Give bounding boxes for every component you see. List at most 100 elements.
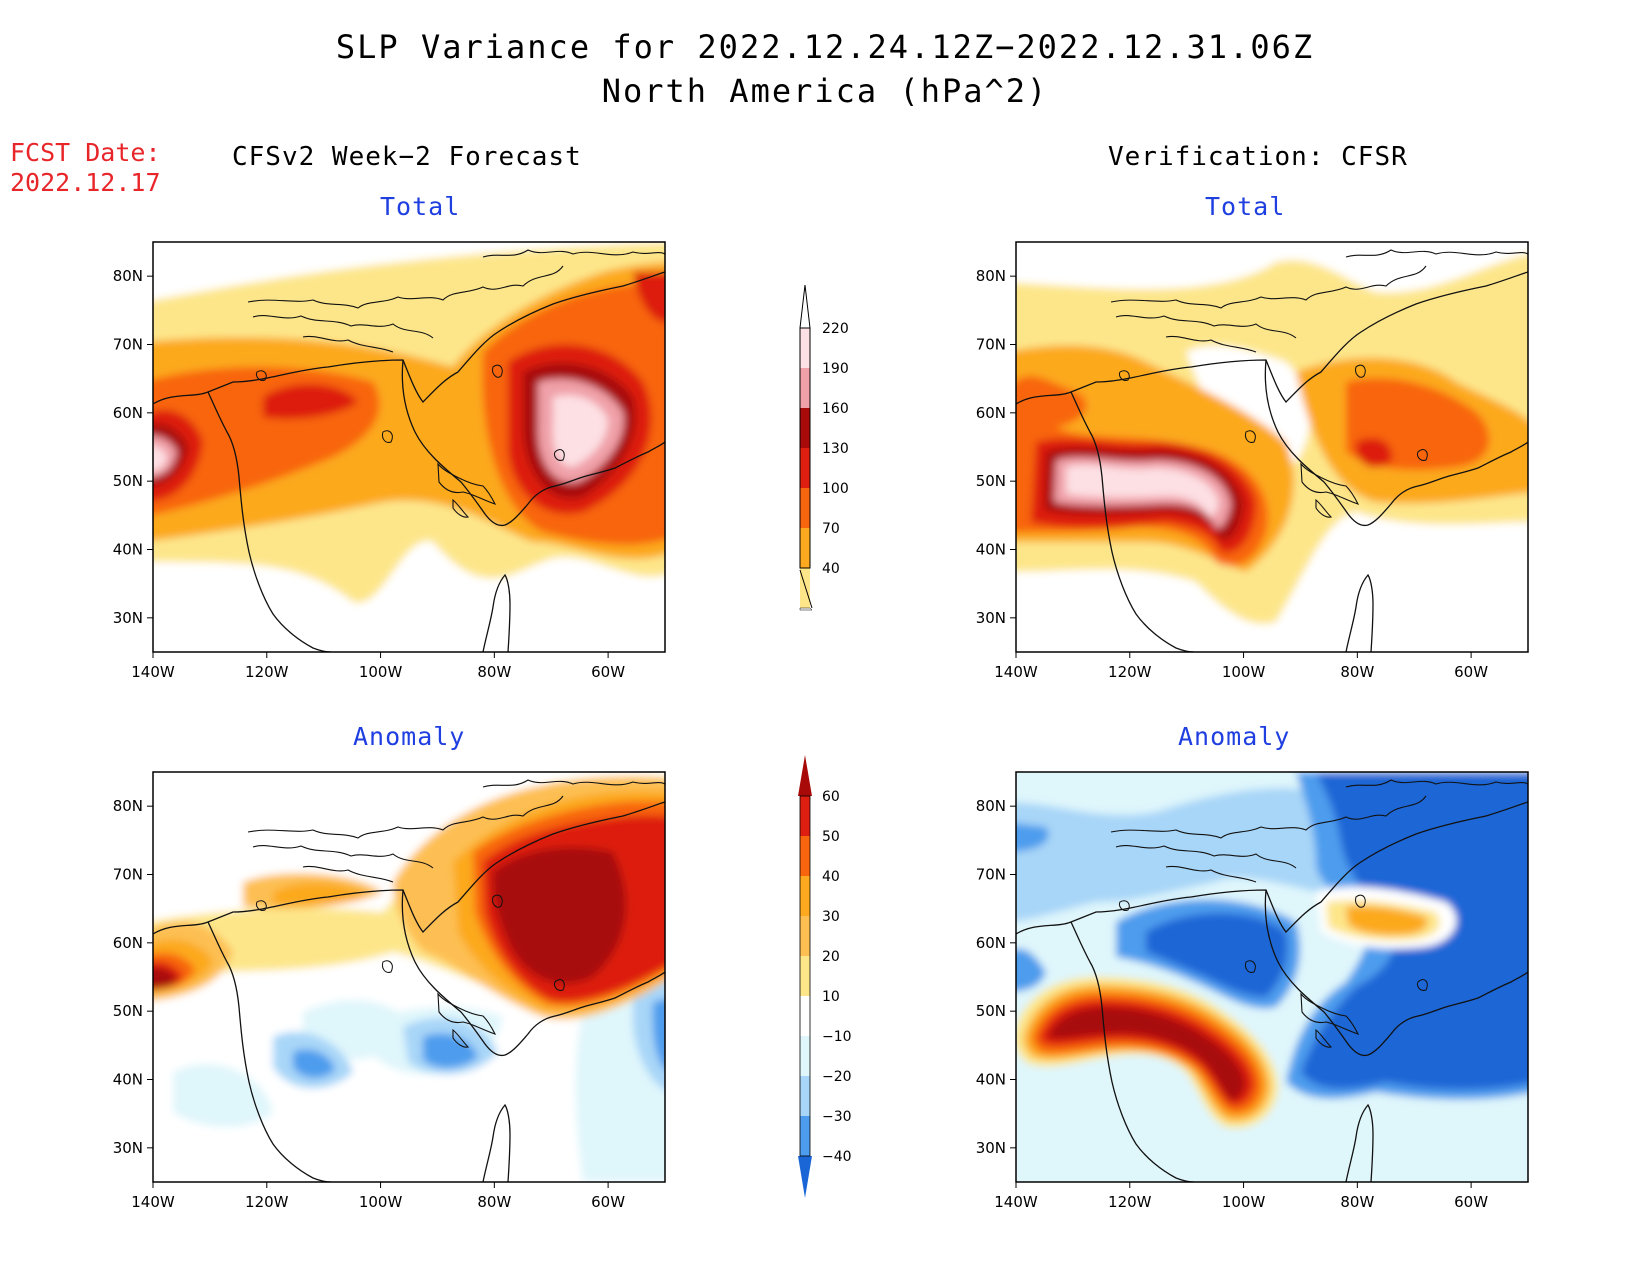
fcst-block: FCST Date: 2022.12.17 [10,138,161,198]
lon-label-top-right: 80W [1340,663,1374,681]
colorbar-total-label-100: 100 [822,481,849,497]
lat-label-bottom-left: 60N [113,934,143,952]
lat-label-top-left: 50N [113,472,143,490]
lon-label-top-left: 100W [359,663,403,681]
lat-label-bottom-left: 70N [113,866,143,884]
lat-label-bottom-left: 80N [113,797,143,815]
map-panel-verification-total [1016,242,1528,652]
fcst-label: FCST Date: [10,138,161,167]
main-title: SLP Variance for 2022.12.24.12Z−2022.12.… [335,28,1315,66]
lat-label-top-right: 30N [976,609,1006,627]
panel-title-bottom-left: Anomaly [353,722,466,751]
map-panel-forecast-anomaly [153,772,665,1182]
main-subtitle: North America (hPa^2) [601,72,1049,110]
lon-label-top-left: 120W [245,663,289,681]
lon-label-bottom-left: 80W [477,1193,511,1211]
colorbar-total-label-70: 70 [822,521,840,537]
left-column-title: CFSv2 Week−2 Forecast [232,142,582,172]
lon-label-top-left: 80W [477,663,511,681]
lon-label-top-right: 120W [1108,663,1152,681]
lat-label-top-left: 80N [113,267,143,285]
colorbar-anomaly-swatch-minus10 [800,1036,810,1076]
colorbar-total-label-190: 190 [822,361,849,377]
colorbar-anomaly-label-minus20: −20 [822,1069,852,1085]
colorbar-total-label-130: 130 [822,441,849,457]
colorbar-anomaly-label-20: 20 [822,949,840,965]
colorbar-anomaly-swatch-minus20 [800,1076,810,1116]
panel-title-top-left: Total [380,192,461,221]
lat-label-top-left: 70N [113,336,143,354]
lon-label-bottom-right: 80W [1340,1193,1374,1211]
colorbar-anomaly-swatch-40 [800,836,810,876]
lon-label-bottom-right: 100W [1222,1193,1266,1211]
colorbar-anomaly-swatch-neutral [800,996,810,1036]
colorbar-total-label-160: 160 [822,401,849,417]
lon-label-bottom-left: 100W [359,1193,403,1211]
colorbar-anomaly-swatch-30 [800,876,810,916]
colorbar-anomaly-label-minus30: −30 [822,1109,852,1125]
panel-title-bottom-right: Anomaly [1178,722,1291,751]
lon-label-bottom-right: 60W [1454,1193,1488,1211]
colorbar-total-label-40: 40 [822,561,840,577]
lat-label-top-right: 80N [976,267,1006,285]
lon-label-bottom-left: 140W [131,1193,175,1211]
lat-label-top-left: 40N [113,541,143,559]
lat-label-top-right: 60N [976,404,1006,422]
colorbar-total-label-220: 220 [822,321,849,337]
colorbar-anomaly: 60 50 40 30 20 10 −10 −20 −30 −40 [798,755,852,1198]
lat-label-bottom-left: 40N [113,1071,143,1089]
colorbar-total-swatch-220plus [800,328,810,368]
colorbar-anomaly-label-40: 40 [822,869,840,885]
lat-label-bottom-left: 30N [113,1139,143,1157]
lat-label-bottom-right: 50N [976,1002,1006,1020]
lat-label-bottom-right: 70N [976,866,1006,884]
colorbar-anomaly-label-30: 30 [822,909,840,925]
colorbar-total-swatch-160 [800,408,810,448]
lon-label-top-right: 60W [1454,663,1488,681]
colorbar-total: 220 190 160 130 100 70 40 [799,284,849,611]
lat-label-bottom-right: 40N [976,1071,1006,1089]
colorbar-anomaly-swatch-minus30 [800,1116,810,1156]
lat-label-bottom-right: 60N [976,934,1006,952]
frame-top-right [1015,241,1529,653]
lat-label-top-right: 50N [976,472,1006,490]
lat-label-bottom-right: 30N [976,1139,1006,1157]
colorbar-total-swatch-130 [800,448,810,488]
lon-label-top-left: 140W [131,663,175,681]
lat-label-top-left: 60N [113,404,143,422]
lon-label-top-right: 100W [1222,663,1266,681]
map-panel-verification-anomaly [1016,772,1528,1182]
map-panel-forecast-total [153,242,665,652]
colorbar-anomaly-label-minus10: −10 [822,1029,852,1045]
lon-label-bottom-left: 60W [591,1193,625,1211]
lon-label-bottom-right: 120W [1108,1193,1152,1211]
right-column-title: Verification: CFSR [1108,142,1408,172]
lon-label-top-left: 60W [591,663,625,681]
lat-label-bottom-left: 50N [113,1002,143,1020]
lat-label-top-left: 30N [113,609,143,627]
colorbar-anomaly-label-50: 50 [822,829,840,845]
axis-labels-layer: 80N 70N 60N 50N 40N 30N 140W 120W 100W 80W 60W 80N 7… [113,267,1489,1211]
lat-label-bottom-right: 80N [976,797,1006,815]
colorbar-anomaly-swatch-10 [800,956,810,996]
frame-bottom-right [1015,771,1529,1183]
colorbar-anomaly-label-60: 60 [822,789,840,805]
lon-label-bottom-right: 140W [994,1193,1038,1211]
colorbar-anomaly-label-minus40: −40 [822,1149,852,1165]
colorbar-anomaly-swatch-50 [800,796,810,836]
colorbar-total-swatch-190 [800,368,810,408]
lat-label-top-right: 40N [976,541,1006,559]
lon-label-bottom-left: 120W [245,1193,289,1211]
colorbar-total-swatch-70 [800,528,810,568]
colorbar-anomaly-label-10: 10 [822,989,840,1005]
frame-bottom-left [152,771,666,1183]
lat-label-top-right: 70N [976,336,1006,354]
colorbar-total-swatch-40 [800,568,810,608]
panel-title-top-right: Total [1205,192,1286,221]
frame-top-left [152,241,666,653]
fcst-date: 2022.12.17 [10,168,161,197]
colorbar-total-swatch-100 [800,488,810,528]
lon-label-top-right: 140W [994,663,1038,681]
colorbar-anomaly-swatch-20 [800,916,810,956]
